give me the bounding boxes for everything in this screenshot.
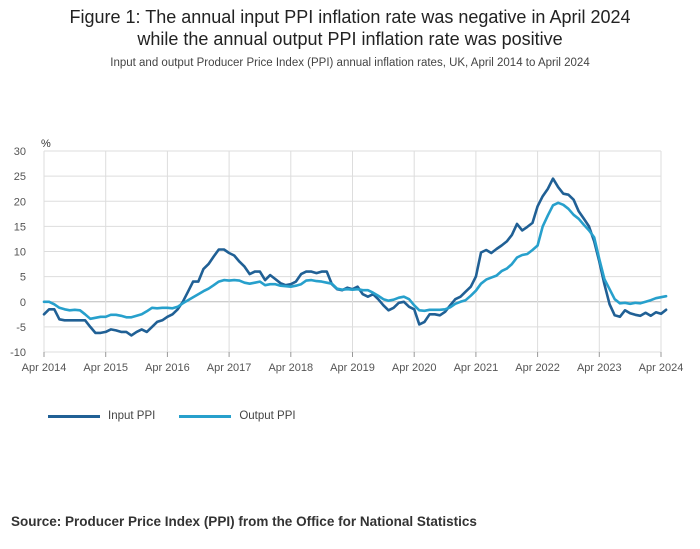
legend-label-input: Input PPI [108,410,156,422]
y-tick-label: 0 [20,297,26,309]
y-tick-label: -10 [10,347,26,359]
series-line-output-ppi [42,201,668,321]
x-tick-label: Apr 2021 [454,362,499,374]
x-tick-label: Apr 2022 [515,362,560,374]
source-note: Source: Producer Price Index (PPI) from … [11,514,477,529]
legend-swatch-input [48,414,100,418]
x-tick-label: Apr 2019 [330,362,375,374]
legend: Input PPI Output PPI [48,410,296,422]
y-tick-label: 30 [14,146,26,158]
y-tick-label: 10 [14,247,26,259]
y-tick-label: 25 [14,171,26,183]
x-tick-label: Apr 2020 [392,362,437,374]
chart-subtitle: Input and output Producer Price Index (P… [110,57,590,69]
x-tick-label: Apr 2017 [207,362,252,374]
x-tick-label: Apr 2023 [577,362,622,374]
legend-swatch-output [179,414,232,418]
legend-item-input[interactable]: Input PPI [48,410,155,422]
y-axis-unit: % [41,138,51,150]
x-tick-label: Apr 2018 [268,362,313,374]
legend-label-output: Output PPI [239,410,296,422]
x-tick-label: Apr 2024 [639,362,684,374]
series-lines [42,177,668,337]
y-axis-ticks: -10 -5 0 5 10 15 20 25 30 [10,146,26,359]
chart-title: Figure 1: The annual input PPI inflation… [0,6,700,50]
chart-title-line-1: Figure 1: The annual input PPI inflation… [69,7,631,27]
legend-item-output[interactable]: Output PPI [179,410,296,422]
chart-title-line-2: while the annual output PPI inflation ra… [137,29,563,49]
y-tick-label: 15 [14,221,26,233]
gridlines [43,150,662,353]
x-tick-label: Apr 2016 [145,362,190,374]
series-line-input-ppi [42,177,668,337]
y-tick-label: -5 [16,322,26,334]
y-tick-label: 5 [20,272,26,284]
x-axis-ticks: Apr 2014 Apr 2015 Apr 2016 Apr 2017 Apr 2018… [22,352,684,374]
y-tick-label: 20 [14,196,26,208]
x-tick-label: Apr 2015 [83,362,128,374]
x-tick-label: Apr 2014 [22,362,67,374]
